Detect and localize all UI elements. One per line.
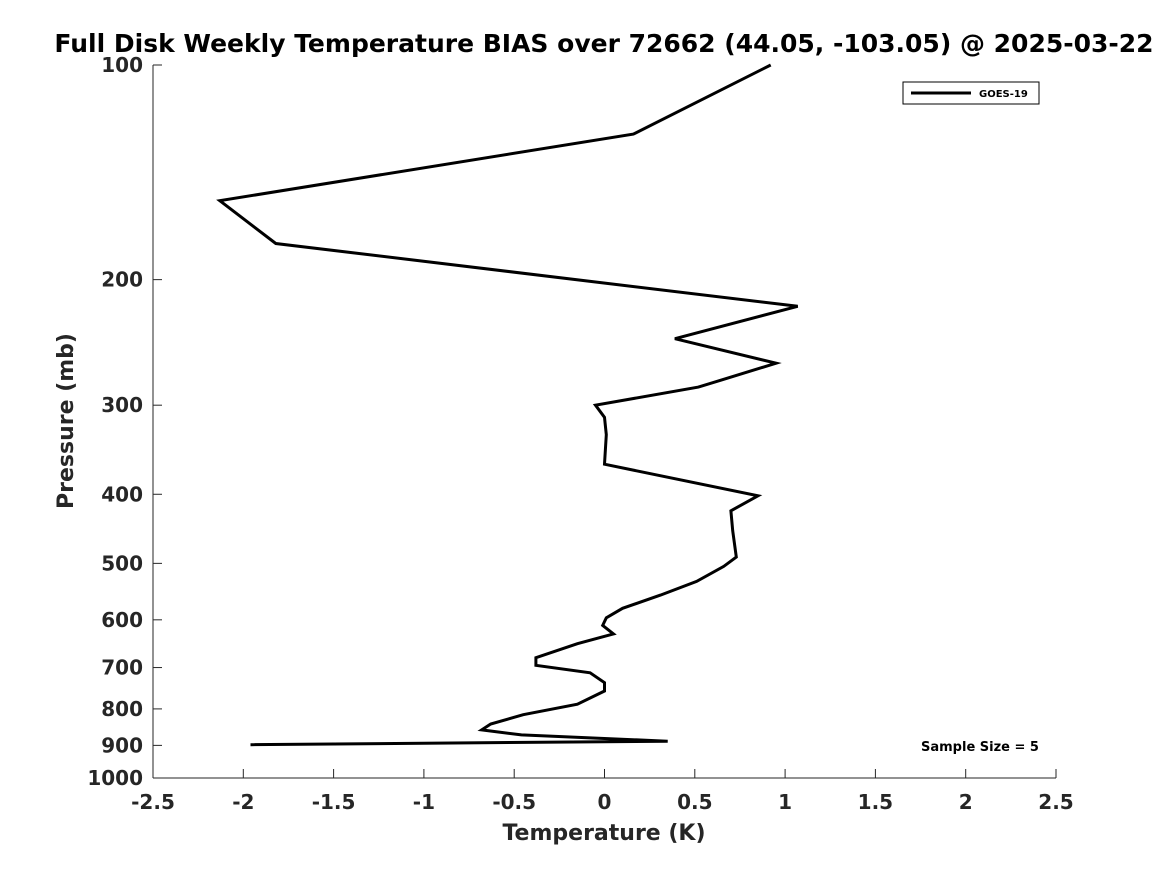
x-tick-label: -0.5 xyxy=(492,790,536,814)
y-tick-label: 300 xyxy=(101,393,143,417)
x-tick-label: 1 xyxy=(778,790,792,814)
y-tick-label: 900 xyxy=(101,733,143,757)
x-axis-label: Temperature (K) xyxy=(502,821,705,846)
series-layer xyxy=(216,63,799,747)
legend-label-goes-19: GOES-19 xyxy=(979,89,1028,100)
y-tick-label: 100 xyxy=(101,53,143,77)
y-tick-label: 200 xyxy=(101,268,143,292)
y-tick-label: 400 xyxy=(101,482,143,506)
y-tick-label: 700 xyxy=(101,656,143,680)
x-tick-label: -2.5 xyxy=(131,790,175,814)
x-tick-label: -2 xyxy=(232,790,254,814)
series-line-goes-19 xyxy=(216,63,799,747)
x-axis-ticks: -2.5 -2 -1.5 -1 -0.5 0 0.5 1 1.5 2 2.5 xyxy=(131,769,1074,814)
y-axis-ticks: 100 200 300 400 500 600 700 800 900 1000 xyxy=(87,53,162,790)
x-tick-label: 0 xyxy=(598,790,612,814)
x-tick-label: -1 xyxy=(413,790,435,814)
x-tick-label: 0.5 xyxy=(677,790,712,814)
x-tick-label: 2 xyxy=(959,790,973,814)
y-tick-label: 800 xyxy=(101,697,143,721)
y-tick-label: 1000 xyxy=(87,766,143,790)
chart-title: Full Disk Weekly Temperature BIAS over 7… xyxy=(54,29,1153,58)
legend: GOES-19 xyxy=(902,81,1040,105)
x-tick-label: 2.5 xyxy=(1038,790,1073,814)
y-tick-label: 500 xyxy=(101,551,143,575)
x-tick-label: -1.5 xyxy=(312,790,356,814)
x-tick-label: 1.5 xyxy=(858,790,893,814)
y-tick-label: 600 xyxy=(101,608,143,632)
sample-size-annotation: Sample Size = 5 xyxy=(921,740,1039,755)
y-axis-label: Pressure (mb) xyxy=(54,333,79,509)
